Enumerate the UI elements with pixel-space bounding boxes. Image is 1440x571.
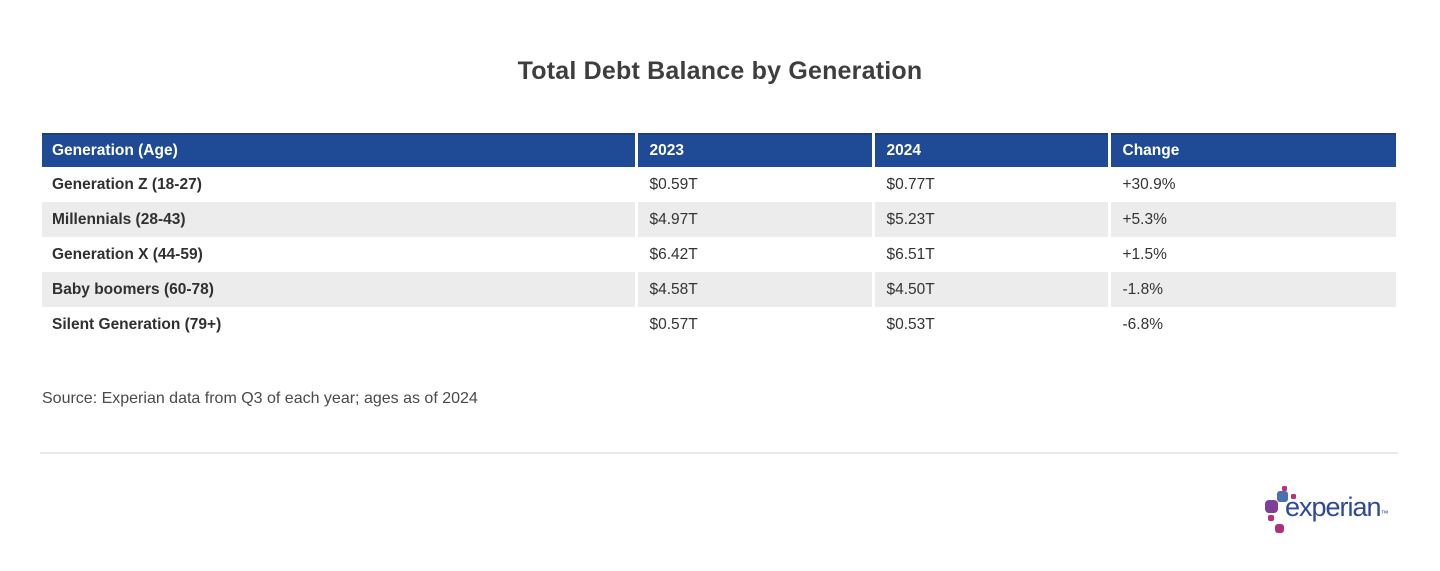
value-2023-cell: $0.59T: [634, 167, 873, 202]
change-cell: +1.5%: [1107, 237, 1396, 272]
table-row-millennials: Millennials (28-43) $4.97T $5.23T +5.3%: [42, 202, 1396, 237]
change-cell: +5.3%: [1107, 202, 1396, 237]
logo-dot-purple-icon: [1265, 500, 1278, 513]
value-2023-cell: $4.58T: [634, 272, 873, 307]
generation-cell: Baby boomers (60-78): [42, 272, 636, 307]
experian-wordmark-text: experian: [1285, 492, 1382, 522]
table-row-generation-z: Generation Z (18-27) $0.59T $0.77T +30.9…: [42, 167, 1396, 202]
generation-cell: Millennials (28-43): [42, 202, 636, 237]
value-2023-cell: $4.97T: [634, 202, 873, 237]
table-header-row: Generation (Age) 2023 2024 Change: [42, 133, 1396, 167]
change-cell: +30.9%: [1107, 167, 1396, 202]
generation-cell: Generation X (44-59): [52, 245, 203, 263]
logo-dot-blue-icon: [1277, 491, 1288, 502]
generation-cell: Generation Z (18-27): [52, 175, 202, 193]
experian-wordmark: experian™: [1285, 494, 1389, 521]
debt-table: Generation (Age) 2023 2024 Change Genera…: [42, 133, 1396, 342]
experian-logo-mark-icon: [1262, 483, 1302, 535]
logo-dot-magenta-icon: [1291, 494, 1296, 499]
value-2023-cell: $0.57T: [634, 307, 873, 342]
source-note: Source: Experian data from Q3 of each ye…: [42, 390, 478, 407]
table-row-generation-x: Generation X (44-59) $6.42T $6.51T +1.5%: [42, 237, 1396, 272]
column-header-generation: Generation (Age): [42, 133, 636, 167]
change-cell: -1.8%: [1107, 272, 1396, 307]
table-row-baby-boomers: Baby boomers (60-78) $4.58T $4.50T -1.8%: [42, 272, 1396, 307]
generation-cell: Silent Generation (79+): [52, 315, 222, 333]
debt-table-container: Generation (Age) 2023 2024 Change Genera…: [42, 133, 1396, 342]
value-2024-cell: $0.53T: [871, 307, 1109, 342]
trademark-symbol: ™: [1380, 509, 1389, 518]
divider-line: [40, 452, 1398, 454]
logo-dot-magenta-icon: [1275, 524, 1284, 533]
change-cell: -6.8%: [1107, 307, 1396, 342]
column-header-2023: 2023: [634, 133, 873, 167]
column-header-2024: 2024: [871, 133, 1109, 167]
value-2024-cell: $4.50T: [871, 272, 1109, 307]
value-2024-cell: $6.51T: [871, 237, 1109, 272]
table-row-silent-generation: Silent Generation (79+) $0.57T $0.53T -6…: [42, 307, 1396, 342]
value-2024-cell: $0.77T: [871, 167, 1109, 202]
value-2023-cell: $6.42T: [634, 237, 873, 272]
logo-dot-magenta-icon: [1282, 486, 1287, 491]
logo-dot-magenta-icon: [1268, 515, 1274, 521]
page-title: Total Debt Balance by Generation: [517, 57, 923, 85]
column-header-change: Change: [1107, 133, 1396, 167]
value-2024-cell: $5.23T: [871, 202, 1109, 237]
experian-logo: experian™: [1262, 483, 1394, 539]
